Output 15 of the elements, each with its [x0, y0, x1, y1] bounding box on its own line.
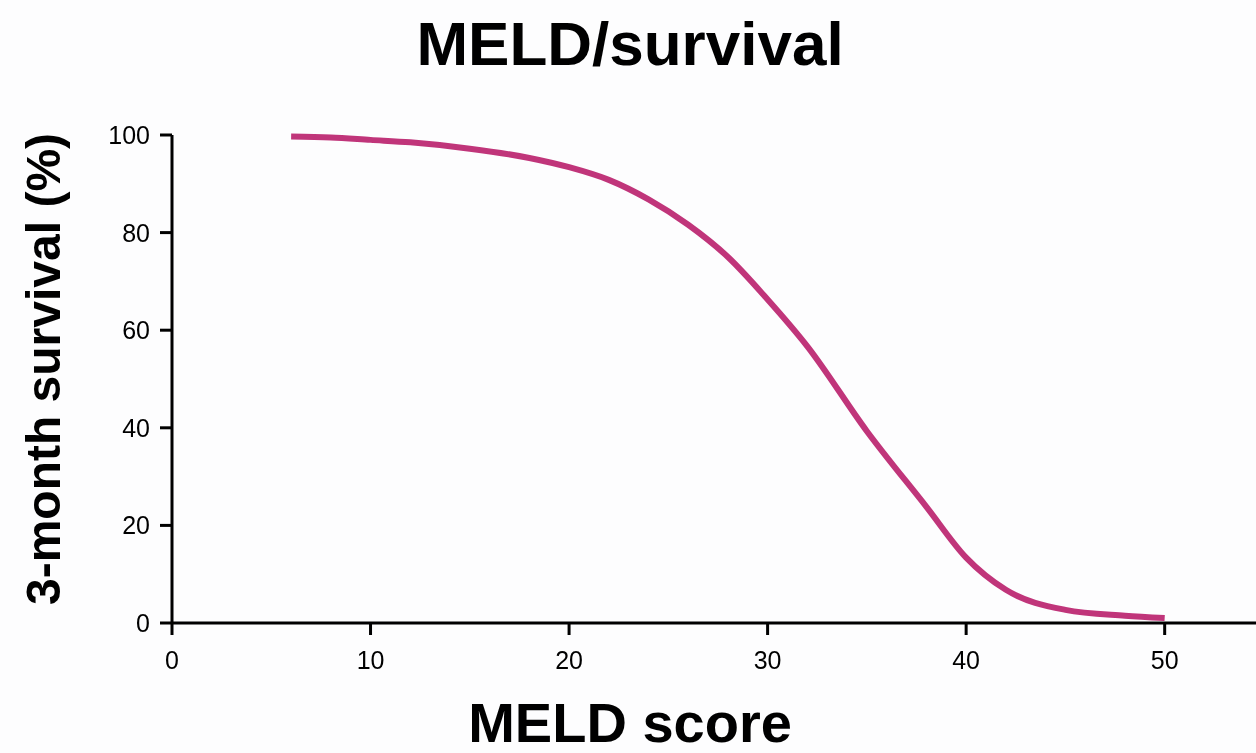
x-tick-label: 0: [165, 646, 179, 674]
x-tick-label: 10: [356, 646, 385, 674]
x-tick-label: 40: [952, 646, 981, 674]
x-axis-title: MELD score: [468, 691, 792, 753]
x-tick-label: 50: [1150, 646, 1179, 674]
y-tick-label: 0: [136, 609, 150, 637]
y-axis-title: 3-month survival (%): [17, 132, 70, 606]
x-tick-label: 20: [555, 646, 583, 674]
y-tick-label: 60: [122, 316, 150, 345]
x-tick-label: 30: [753, 646, 782, 674]
y-tick-label: 40: [122, 413, 150, 442]
y-tick-label: 80: [122, 218, 150, 247]
chart-title: MELD/survival: [416, 9, 844, 78]
y-tick-label: 100: [108, 121, 150, 149]
y-tick-label: 20: [122, 511, 150, 540]
